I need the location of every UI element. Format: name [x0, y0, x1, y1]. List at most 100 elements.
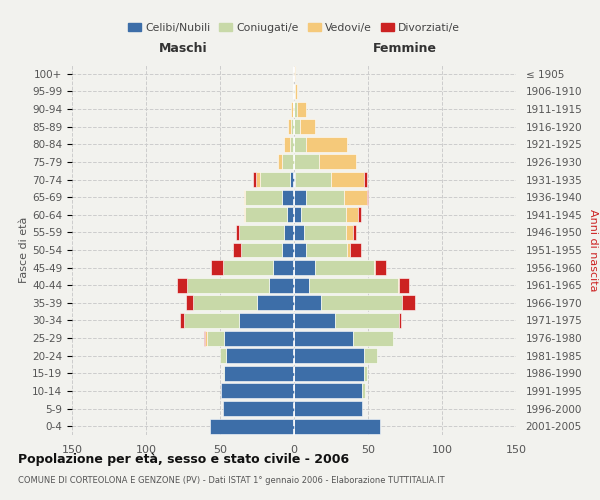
- Bar: [301, 208, 346, 222]
- Text: Popolazione per età, sesso e stato civile - 2006: Popolazione per età, sesso e stato civil…: [18, 452, 349, 466]
- Bar: [346, 208, 358, 222]
- Bar: [256, 172, 260, 187]
- Bar: [358, 208, 361, 222]
- Bar: [309, 278, 398, 292]
- Text: Femmine: Femmine: [373, 42, 437, 56]
- Bar: [223, 260, 273, 275]
- Bar: [331, 172, 364, 187]
- Bar: [335, 313, 399, 328]
- Bar: [177, 278, 187, 292]
- Bar: [233, 242, 241, 258]
- Bar: [284, 225, 294, 240]
- Bar: [376, 260, 386, 275]
- Bar: [186, 296, 193, 310]
- Bar: [319, 154, 356, 170]
- Bar: [223, 366, 224, 381]
- Bar: [224, 366, 294, 381]
- Bar: [295, 84, 297, 99]
- Bar: [294, 102, 297, 116]
- Bar: [294, 296, 320, 310]
- Bar: [297, 102, 306, 116]
- Bar: [184, 313, 239, 328]
- Bar: [399, 278, 409, 292]
- Bar: [287, 208, 294, 222]
- Legend: Celibi/Nubili, Coniugati/e, Vedovi/e, Divorziati/e: Celibi/Nubili, Coniugati/e, Vedovi/e, Di…: [124, 18, 464, 38]
- Bar: [180, 313, 184, 328]
- Bar: [224, 330, 294, 345]
- Bar: [294, 66, 295, 82]
- Bar: [294, 225, 304, 240]
- Bar: [295, 172, 331, 187]
- Bar: [362, 384, 365, 398]
- Bar: [193, 296, 257, 310]
- Bar: [374, 260, 376, 275]
- Bar: [300, 119, 315, 134]
- Bar: [290, 172, 294, 187]
- Bar: [294, 242, 306, 258]
- Bar: [320, 296, 402, 310]
- Bar: [315, 260, 374, 275]
- Bar: [294, 313, 335, 328]
- Text: Maschi: Maschi: [158, 42, 208, 56]
- Bar: [282, 154, 294, 170]
- Bar: [293, 102, 294, 116]
- Bar: [294, 154, 319, 170]
- Bar: [367, 190, 368, 204]
- Bar: [353, 330, 393, 345]
- Bar: [223, 401, 294, 416]
- Bar: [306, 137, 347, 152]
- Bar: [278, 154, 282, 170]
- Bar: [187, 278, 269, 292]
- Bar: [236, 225, 239, 240]
- Bar: [273, 260, 294, 275]
- Bar: [253, 172, 256, 187]
- Bar: [304, 225, 346, 240]
- Bar: [239, 225, 284, 240]
- Bar: [294, 190, 306, 204]
- Bar: [205, 330, 206, 345]
- Bar: [226, 348, 294, 363]
- Bar: [209, 418, 294, 434]
- Bar: [260, 172, 290, 187]
- Y-axis label: Anni di nascita: Anni di nascita: [588, 209, 598, 291]
- Bar: [294, 260, 315, 275]
- Y-axis label: Fasce di età: Fasce di età: [19, 217, 29, 283]
- Bar: [294, 384, 362, 398]
- Bar: [402, 296, 415, 310]
- Bar: [294, 366, 364, 381]
- Bar: [245, 190, 282, 204]
- Text: COMUNE DI CORTEOLONA E GENZONE (PV) - Dati ISTAT 1° gennaio 2006 - Elaborazione : COMUNE DI CORTEOLONA E GENZONE (PV) - Da…: [18, 476, 445, 485]
- Bar: [221, 384, 294, 398]
- Bar: [284, 137, 290, 152]
- Bar: [220, 348, 226, 363]
- Bar: [294, 172, 295, 187]
- Bar: [398, 278, 399, 292]
- Bar: [239, 313, 294, 328]
- Bar: [364, 172, 367, 187]
- Bar: [206, 330, 224, 345]
- Bar: [364, 366, 367, 381]
- Bar: [245, 208, 287, 222]
- Bar: [269, 278, 294, 292]
- Bar: [294, 418, 380, 434]
- Bar: [291, 102, 293, 116]
- Bar: [282, 242, 294, 258]
- Bar: [347, 242, 350, 258]
- Bar: [294, 278, 309, 292]
- Bar: [241, 242, 282, 258]
- Bar: [204, 330, 205, 345]
- Bar: [244, 208, 245, 222]
- Bar: [399, 313, 401, 328]
- Bar: [294, 348, 364, 363]
- Bar: [244, 190, 245, 204]
- Bar: [291, 119, 294, 134]
- Bar: [290, 137, 294, 152]
- Bar: [353, 225, 356, 240]
- Bar: [294, 208, 301, 222]
- Bar: [288, 119, 291, 134]
- Bar: [306, 242, 347, 258]
- Bar: [257, 296, 294, 310]
- Bar: [294, 137, 306, 152]
- Bar: [294, 330, 353, 345]
- Bar: [306, 190, 344, 204]
